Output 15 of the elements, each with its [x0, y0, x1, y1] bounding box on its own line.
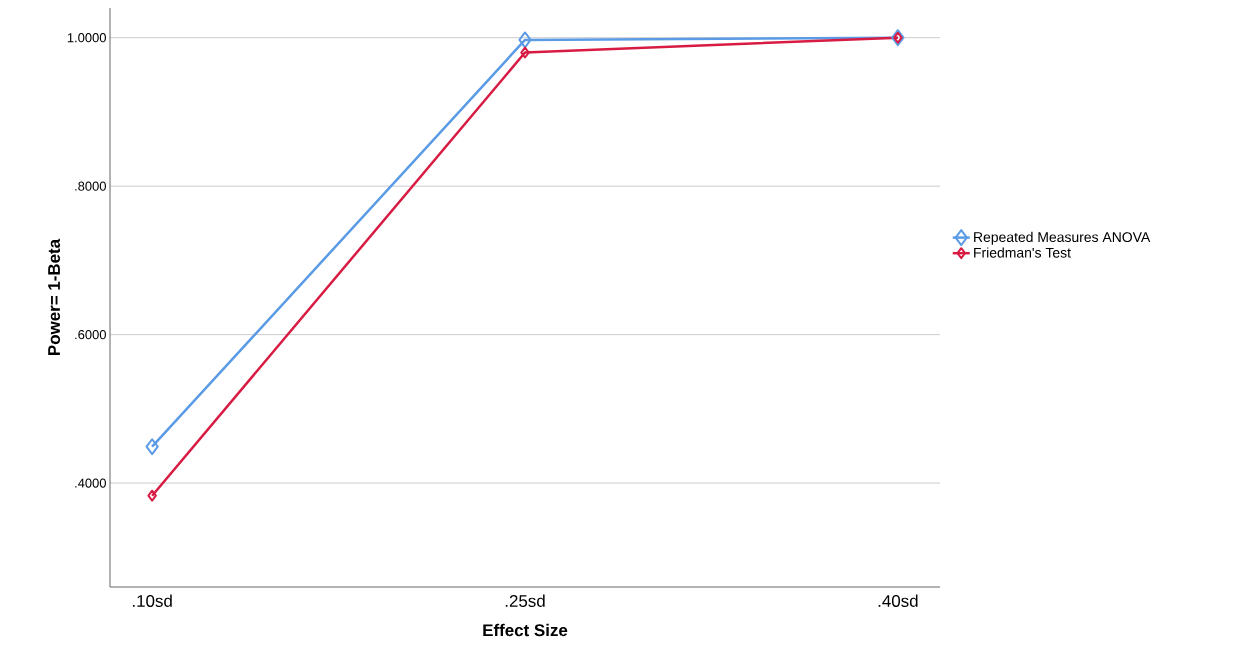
legend-label: Friedman's Test — [974, 247, 1071, 258]
y-tick-label: .6000 — [75, 330, 106, 340]
legend-label: Repeated Measures ANOVA — [974, 231, 1151, 245]
y-tick-label: 1.0000 — [67, 33, 106, 43]
y-axis-title: Power= 1-Beta — [48, 238, 61, 355]
point — [145, 438, 159, 456]
x-axis-title: Effect Size — [483, 623, 568, 637]
y-tick-label: .8000 — [75, 181, 106, 191]
y-tick-label: .4000 — [75, 478, 106, 488]
point — [518, 31, 532, 49]
x-tick-label: .40sd — [878, 594, 918, 607]
x-tick-label: .25sd — [505, 594, 545, 607]
point — [147, 489, 157, 502]
point — [520, 46, 530, 59]
x-tick-label: .10sd — [132, 594, 172, 607]
